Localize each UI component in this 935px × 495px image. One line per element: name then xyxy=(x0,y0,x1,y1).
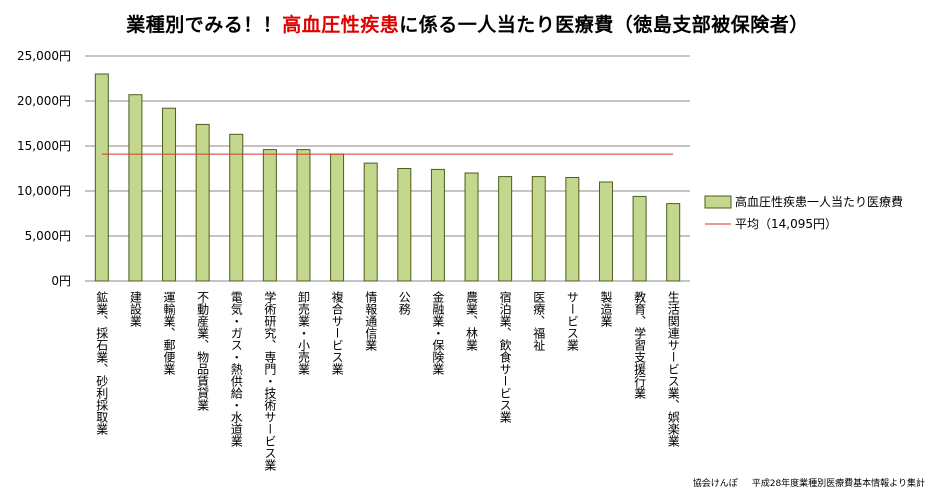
x-tick-label: 製造業 xyxy=(599,291,613,327)
x-tick-label: 運輸業、郵便業 xyxy=(162,291,176,375)
y-tick-label: 15,000円 xyxy=(17,139,71,153)
title-prefix: 業種別でみる！！ xyxy=(126,14,283,36)
y-tick-label: 0円 xyxy=(51,274,71,288)
title-highlight: 高血圧性疾患 xyxy=(282,14,400,36)
bar xyxy=(195,123,210,282)
x-tick-label: 不動産業、物品賃貸業 xyxy=(196,291,210,411)
x-tick-label: 教育、学習支援行業 xyxy=(633,290,647,399)
bar xyxy=(498,176,513,282)
gridlines xyxy=(85,55,690,282)
x-tick-label: 医療、福祉 xyxy=(532,291,546,352)
bar xyxy=(162,107,177,282)
bar xyxy=(666,203,681,282)
legend: 高血圧性疾患一人当たり医療費 平均（14,095円） xyxy=(704,194,903,231)
x-tick-label: 農業、林業 xyxy=(465,291,479,351)
y-tick-label: 5,000円 xyxy=(25,229,71,243)
bar xyxy=(430,168,445,282)
x-tick-label: 金融業・保険業 xyxy=(431,290,445,375)
bar xyxy=(598,181,613,282)
legend-bar-swatch xyxy=(704,195,732,209)
x-axis-labels: 鉱業、採石業、砂利採取業 建設業 運輸業、郵便業 不動産業、物品賃貸業 電気・ガス・熱供… xyxy=(95,290,680,471)
bar xyxy=(363,162,378,282)
bar xyxy=(565,177,580,282)
bar xyxy=(531,176,546,282)
y-tick-label: 20,000円 xyxy=(17,94,71,108)
x-tick-label: 公務 xyxy=(397,291,411,316)
bar xyxy=(229,133,244,282)
title-suffix: に係る一人当たり医療費（徳島支部被保険者） xyxy=(399,14,809,36)
x-tick-label: 電気・ガス・熱供給・水道業 xyxy=(229,291,243,447)
legend-bar-label: 高血圧性疾患一人当たり医療費 xyxy=(735,194,903,209)
x-tick-label: 情報通信業 xyxy=(364,291,378,351)
y-axis: 0円 5,000円 10,000円 15,000円 20,000円 25,000円 xyxy=(17,49,71,288)
x-tick-label: 建設業 xyxy=(128,291,142,327)
bar xyxy=(330,153,345,282)
bar xyxy=(94,73,109,282)
source-note: 協会けんぽ 平成28年度業種別医療費基本情報より集計 xyxy=(679,476,925,489)
x-tick-label: 生活関連サービス業、娯楽業 xyxy=(666,291,680,447)
x-tick-label: 宿泊業、飲食サービス業 xyxy=(498,290,512,423)
bar xyxy=(632,195,647,282)
y-tick-label: 25,000円 xyxy=(17,49,71,63)
bars xyxy=(94,73,681,282)
x-tick-label: 学術研究、専門・技術サービス業 xyxy=(263,290,277,471)
chart-title: 業種別でみる！！高血圧性疾患に係る一人当たり医療費（徳島支部被保険者） xyxy=(0,10,935,37)
y-tick-label: 10,000円 xyxy=(17,184,71,198)
source-description: 平成28年度業種別医療費基本情報より集計 xyxy=(751,479,925,489)
bar xyxy=(464,172,479,282)
x-tick-label: 複合サービス業 xyxy=(330,290,344,375)
bar xyxy=(128,94,143,282)
source-org: 協会けんぽ xyxy=(692,479,738,489)
bar xyxy=(296,149,311,282)
bar xyxy=(397,168,412,282)
x-tick-label: 卸売業・小売業 xyxy=(296,290,310,375)
legend-average-label: 平均（14,095円） xyxy=(735,217,837,231)
x-tick-label: サービス業 xyxy=(565,291,579,351)
bar xyxy=(262,149,277,282)
x-tick-label: 鉱業、採石業、砂利採取業 xyxy=(95,290,109,435)
